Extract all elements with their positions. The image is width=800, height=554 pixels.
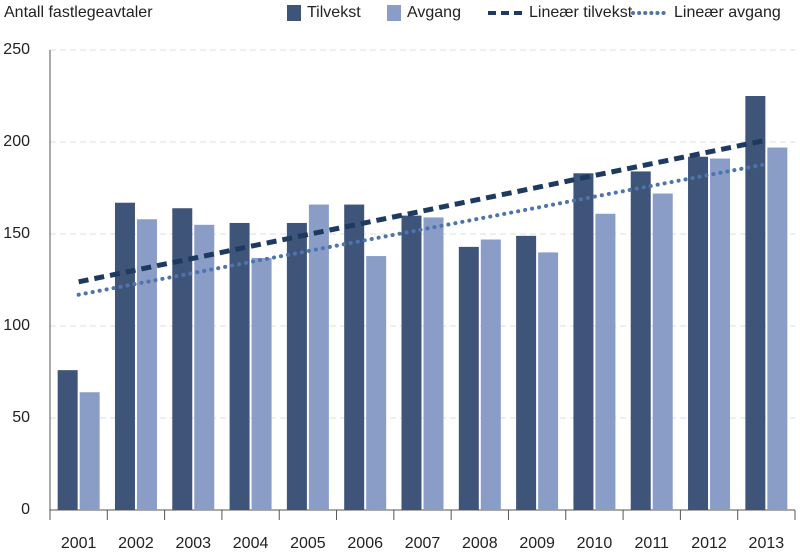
bar: [229, 222, 250, 510]
y-tick-label: 50: [12, 409, 30, 426]
x-tick-label: 2009: [519, 535, 555, 552]
bar: [516, 235, 537, 510]
legend-swatch: [387, 5, 401, 21]
x-tick-label: 2011: [635, 535, 670, 552]
bar: [286, 222, 307, 510]
bar: [480, 239, 501, 510]
bar: [251, 257, 272, 510]
x-tick-label: 2001: [61, 535, 97, 552]
bar: [745, 96, 766, 510]
bar: [688, 156, 709, 510]
x-tick-label: 2002: [118, 535, 154, 552]
bar: [458, 246, 479, 510]
trend-line: [78, 137, 767, 285]
bar: [710, 158, 731, 510]
trend-line: [76, 162, 769, 297]
x-tick-label: 2007: [405, 535, 441, 552]
bar: [136, 219, 157, 510]
bar: [194, 224, 215, 511]
x-tick-label: 2013: [749, 535, 785, 552]
y-tick-label: 0: [21, 501, 30, 518]
legend-label: Lineær tilvekst: [529, 4, 633, 21]
legend-label: Avgang: [407, 4, 461, 21]
bar: [79, 392, 100, 510]
legend-swatch: [287, 5, 301, 21]
legend-label: Tilvekst: [307, 4, 361, 21]
bar: [630, 171, 651, 510]
bar: [573, 173, 594, 510]
x-tick-label: 2006: [347, 535, 383, 552]
bar: [652, 193, 673, 510]
bar: [172, 208, 193, 511]
x-tick-label: 2003: [175, 535, 211, 552]
chart-title: Antall fastlegeavtaler: [4, 4, 153, 21]
bar: [344, 204, 365, 510]
bar: [423, 217, 444, 510]
y-tick-label: 100: [3, 317, 30, 334]
y-tick-label: 200: [3, 133, 30, 150]
x-tick-label: 2008: [462, 535, 498, 552]
x-tick-label: 2010: [577, 535, 613, 552]
x-tick-label: 2004: [233, 535, 269, 552]
x-tick-label: 2012: [691, 535, 727, 552]
bar: [401, 215, 422, 510]
x-tick-label: 2005: [290, 535, 326, 552]
bar: [767, 147, 788, 510]
y-tick-label: 250: [3, 41, 30, 58]
bar: [366, 256, 387, 510]
y-tick-label: 150: [3, 225, 30, 242]
bar: [308, 204, 329, 510]
legend-label: Lineær avgang: [674, 4, 781, 21]
bar: [595, 213, 616, 510]
bar: [57, 370, 78, 510]
bar: [538, 252, 559, 510]
bar: [114, 202, 135, 510]
